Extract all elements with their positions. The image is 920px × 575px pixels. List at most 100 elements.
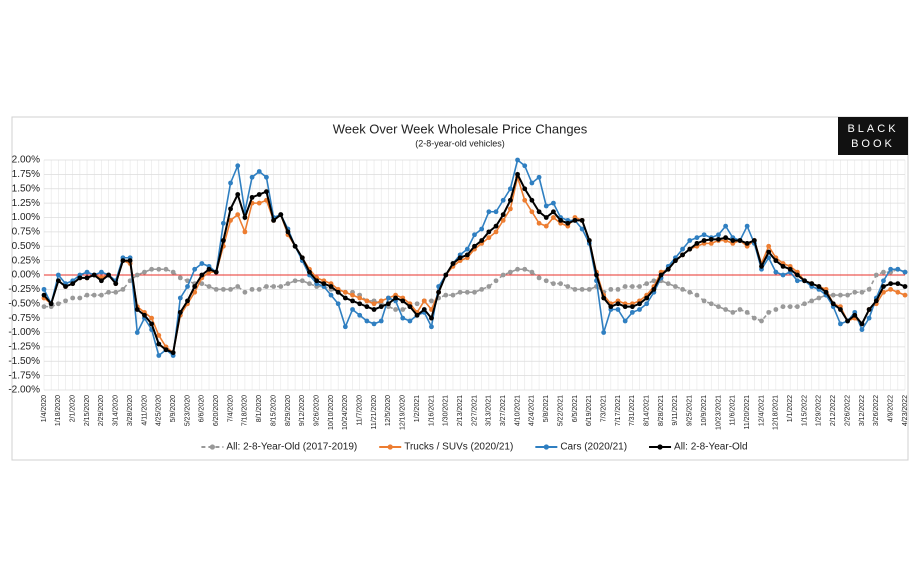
- data-point: [637, 284, 642, 289]
- data-point: [852, 312, 858, 318]
- x-tick-label: 2/27/2021: [471, 395, 478, 426]
- data-point: [723, 307, 729, 312]
- data-point: [486, 209, 492, 215]
- data-point: [522, 163, 528, 169]
- data-point: [507, 269, 513, 275]
- x-tick-label: 7/17/2021: [615, 395, 622, 426]
- y-tick-label: 1.25%: [12, 198, 40, 209]
- data-point: [271, 217, 276, 223]
- data-point: [866, 286, 872, 292]
- data-point: [658, 272, 664, 278]
- x-tick-label: 10/9/2021: [701, 395, 708, 426]
- legend-marker: [543, 444, 549, 450]
- data-point: [371, 307, 377, 312]
- x-tick-label: 4/25/2020: [156, 395, 163, 426]
- y-tick-label: 0.75%: [12, 227, 40, 238]
- data-point: [486, 235, 492, 241]
- data-point: [794, 278, 800, 284]
- data-point: [400, 307, 406, 312]
- data-point: [106, 289, 111, 295]
- data-point: [113, 289, 119, 295]
- data-point: [350, 292, 355, 298]
- x-tick-label: 9/11/2021: [672, 395, 679, 426]
- data-point: [199, 281, 205, 287]
- y-tick-label: -1.25%: [8, 342, 40, 353]
- data-point: [608, 304, 614, 310]
- legend-item: Trucks / SUVs (2020/21): [379, 442, 513, 453]
- x-tick-label: 4/23/2022: [902, 395, 909, 426]
- data-point: [142, 269, 147, 275]
- data-point: [443, 272, 449, 278]
- data-point: [264, 284, 269, 289]
- data-point: [507, 206, 513, 212]
- data-point: [881, 269, 886, 275]
- data-point: [500, 212, 506, 218]
- data-point: [228, 286, 233, 292]
- data-point: [479, 238, 485, 243]
- data-point: [285, 229, 291, 235]
- data-point: [543, 203, 549, 209]
- data-point: [759, 263, 764, 269]
- x-tick-label: 7/4/2020: [227, 395, 234, 422]
- data-point: [206, 284, 212, 289]
- data-point: [414, 301, 420, 307]
- data-point: [371, 301, 377, 307]
- x-tick-label: 10/10/2020: [328, 395, 335, 430]
- data-point: [787, 304, 793, 310]
- data-point: [63, 298, 68, 304]
- data-point: [888, 266, 894, 272]
- data-point: [723, 235, 729, 241]
- data-point: [91, 292, 97, 298]
- data-point: [751, 238, 757, 243]
- x-tick-label: 1/4/2020: [41, 395, 48, 422]
- data-point: [106, 272, 111, 278]
- x-tick-label: 4/10/2021: [514, 395, 521, 426]
- data-point: [278, 212, 284, 218]
- data-point: [48, 301, 54, 307]
- legend-item: All: 2-8-Year-Old (2017-2019): [201, 442, 357, 453]
- data-point: [572, 217, 578, 223]
- y-tick-label: -1.75%: [8, 370, 40, 381]
- data-point: [536, 209, 542, 215]
- data-point: [708, 240, 714, 246]
- data-point: [414, 312, 420, 318]
- y-tick-label: 0.25%: [12, 255, 40, 266]
- data-point: [400, 315, 406, 321]
- data-point: [701, 298, 707, 304]
- data-point: [708, 301, 714, 307]
- x-tick-label: 3/28/2020: [127, 395, 134, 426]
- data-point: [500, 217, 506, 223]
- x-tick-label: 11/21/2020: [371, 395, 378, 430]
- data-point: [177, 275, 183, 281]
- data-point: [407, 304, 413, 310]
- data-point: [342, 289, 348, 295]
- data-point: [902, 269, 908, 275]
- data-point: [579, 217, 585, 223]
- x-tick-label: 9/25/2021: [687, 395, 694, 426]
- data-point: [264, 189, 269, 195]
- data-point: [601, 295, 607, 301]
- x-tick-label: 1/29/2022: [816, 395, 823, 426]
- data-point: [242, 289, 248, 295]
- data-point: [185, 298, 190, 304]
- data-point: [220, 238, 226, 243]
- data-point: [386, 295, 391, 301]
- data-point: [142, 312, 147, 318]
- data-point: [235, 284, 241, 289]
- data-point: [357, 295, 363, 301]
- data-point: [687, 238, 693, 243]
- data-point: [177, 295, 183, 301]
- data-point: [881, 278, 886, 284]
- x-tick-label: 2/29/2020: [98, 395, 105, 426]
- data-point: [70, 281, 76, 287]
- data-point: [637, 307, 642, 312]
- data-point: [242, 215, 248, 220]
- x-tick-label: 7/3/2021: [600, 395, 607, 422]
- data-point: [579, 286, 585, 292]
- data-point: [529, 209, 535, 215]
- data-point: [507, 197, 513, 203]
- data-point: [199, 261, 205, 266]
- data-point: [716, 304, 721, 310]
- data-point: [680, 252, 685, 258]
- data-point: [780, 272, 786, 278]
